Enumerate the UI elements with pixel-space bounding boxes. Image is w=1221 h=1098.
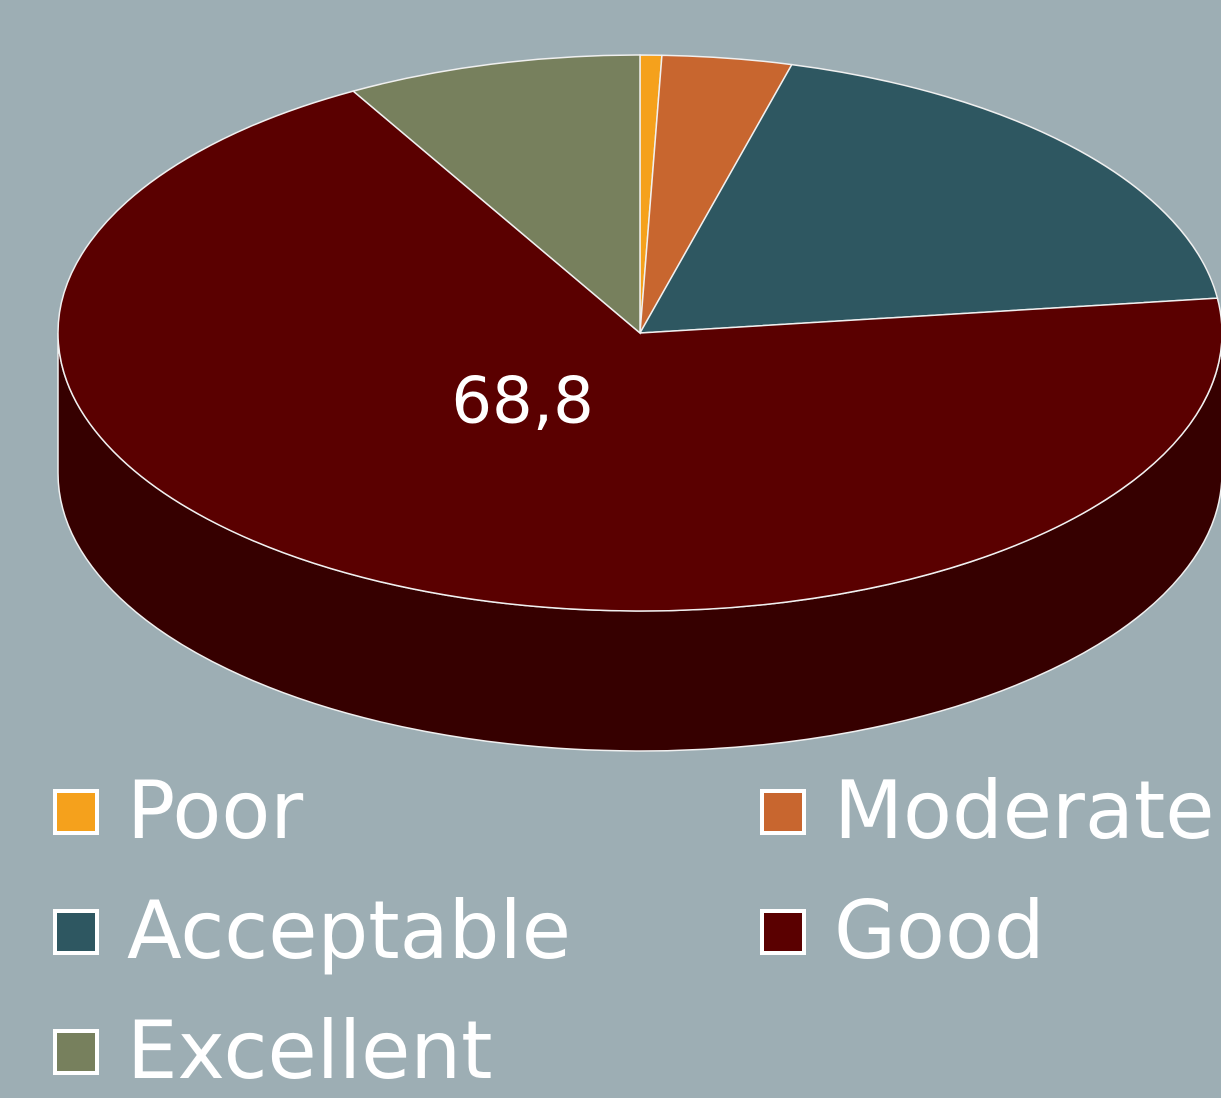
legend-swatch: [760, 909, 806, 955]
legend-swatch: [53, 789, 99, 835]
legend-label: Good: [834, 884, 1045, 977]
legend-label: Moderate: [834, 764, 1214, 857]
legend-swatch: [53, 909, 99, 955]
legend-swatch: [760, 789, 806, 835]
legend-label: Acceptable: [127, 884, 571, 977]
legend-label: Poor: [127, 764, 303, 857]
legend-swatch: [53, 1029, 99, 1075]
slice: [638, 63, 1219, 334]
slice: [351, 54, 641, 335]
slice: [57, 90, 1221, 612]
data-label: 68,8: [451, 364, 594, 438]
legend-label: Excellent: [127, 1004, 492, 1097]
